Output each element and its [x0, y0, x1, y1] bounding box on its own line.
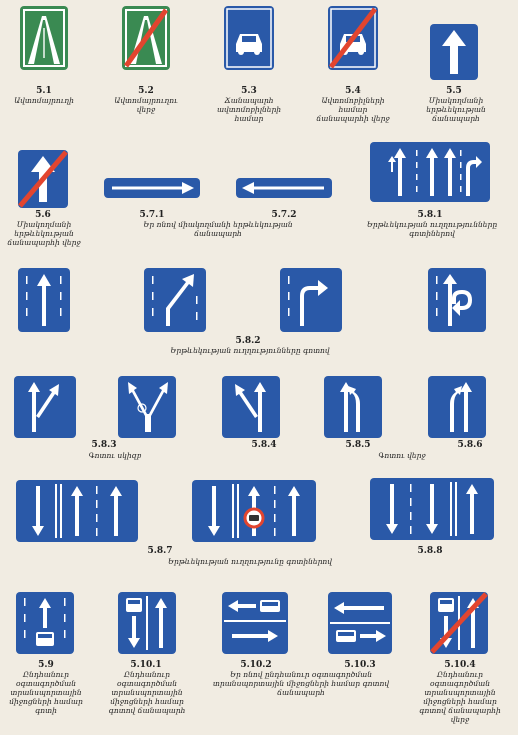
sign-number: 5.7.1	[139, 210, 165, 220]
lane-directions-sign	[370, 142, 490, 202]
sign-number: 5.4	[345, 86, 361, 96]
sign-number: 5.10.4	[444, 660, 476, 670]
sign-number: 5.8.5	[345, 440, 371, 450]
sign-number: 5.2	[138, 86, 154, 96]
sign-caption: Երթևեկության ուղղությունները գոտով	[170, 346, 330, 355]
bus-road-sign	[118, 592, 176, 654]
sign-number: 5.8.6	[457, 440, 483, 450]
group-caption: Եր ոնով ընդհանուր օգտագործման տրանսպորտա…	[212, 670, 390, 697]
sign-number: 5.8.2	[235, 336, 261, 346]
sign-caption: Միակողմանի երթևեկության ճանապարհի վերջ	[7, 220, 81, 247]
sign-number: 5.8.3	[91, 440, 117, 450]
sign-caption: Երթևեկության ուղղությունը գոտիներով	[167, 557, 333, 566]
sign-caption: Գոտու սկիզբ	[88, 451, 142, 460]
sign-number: 5.9	[38, 660, 54, 670]
sign-number: 5.8.4	[251, 440, 277, 450]
one-way-end-sign	[18, 150, 68, 208]
bus-road-exit-sign	[222, 592, 288, 654]
motorway-end-sign	[122, 6, 170, 70]
sign-number: 5.8.8	[417, 546, 443, 556]
sign-caption: Ընդհանուր օգտագործման տրանսպորտային միջո…	[108, 670, 186, 715]
bus-lane-sign	[16, 592, 74, 654]
sign-number: 5.8.7	[147, 546, 173, 556]
sign-number: 5.6	[35, 210, 51, 220]
bus-road-exit-sign-2	[328, 592, 392, 654]
lane-direction-sign-straight	[18, 268, 70, 332]
sign-number: 5.10.3	[344, 660, 376, 670]
lane-end-sign	[324, 376, 382, 438]
group-caption: Եր ոնով միակողմանի երթևեկության ճանապարհ	[143, 220, 293, 238]
lane-traffic-sign-2	[192, 480, 316, 542]
lane-direction-sign-right-diagonal	[144, 268, 206, 332]
car-road-sign	[224, 6, 274, 70]
sign-number: 5.5	[446, 86, 462, 96]
sign-number: 5.10.2	[240, 660, 272, 670]
sign-caption: Գոտու վերջ	[378, 451, 426, 460]
sign-caption: Ավտոմայրուղի	[14, 96, 74, 105]
sign-caption: Ավտոմոբիլների համար ճանապարհի վերջ	[316, 96, 390, 123]
sign-caption: Ավտոմայրուղու վերջ	[114, 96, 178, 114]
lane-direction-sign-u-turn	[428, 268, 486, 332]
sign-number: 5.10.1	[130, 660, 162, 670]
sign-number: 5.1	[36, 86, 52, 96]
sign-number: 5.3	[241, 86, 257, 96]
lane-start-sign	[14, 376, 76, 438]
exit-one-way-left-sign	[236, 178, 332, 198]
lane-traffic-sign	[16, 480, 138, 542]
car-road-end-sign	[328, 6, 378, 70]
lane-direction-sign-right-turn	[280, 268, 342, 332]
lane-end-sign-2	[428, 376, 486, 438]
bus-road-end-sign	[430, 592, 488, 654]
one-way-sign	[430, 24, 478, 80]
motorway-sign	[20, 6, 68, 70]
lane-traffic-sign-3	[370, 478, 494, 540]
lane-start-sign-2	[118, 376, 176, 438]
exit-one-way-right-sign	[104, 178, 200, 198]
sign-caption: Ընդհանուր օգտագործման տրանսպորտային միջո…	[419, 670, 501, 724]
sign-number: 5.8.1	[417, 210, 443, 220]
lane-start-sign-3	[222, 376, 280, 438]
sign-caption: Միակողմանի երթևեկության ճանապարհ	[426, 96, 486, 123]
sign-caption: Ճանապարհ ավտոմոբիլների համար	[216, 96, 282, 123]
sign-number: 5.7.2	[271, 210, 297, 220]
sign-caption: Երթևեկության ուղղությունները գոտիներով	[366, 220, 498, 238]
sign-caption: Ընդհանուր օգտագործման տրանսպորտային միջո…	[9, 670, 83, 715]
